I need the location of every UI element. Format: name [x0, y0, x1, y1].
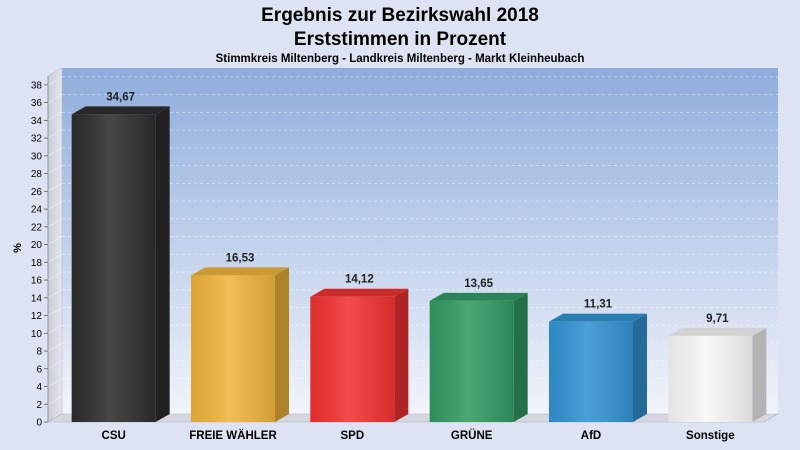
chart-title: Ergebnis zur Bezirkswahl 2018 [261, 5, 539, 26]
x-tick-label: FREIE WÄHLER [189, 429, 277, 442]
data-label: 16,53 [226, 252, 255, 264]
bar-side [394, 288, 409, 422]
bar-highlight [71, 114, 156, 423]
gridline-side [47, 378, 63, 387]
bar-top [429, 292, 528, 301]
gridline-side [47, 236, 63, 245]
y-tick-label: 22 [31, 222, 43, 233]
bar-top [668, 327, 767, 336]
y-tick-label: 16 [31, 276, 43, 287]
x-tick-label: GRÜNE [451, 429, 493, 442]
gridline-side [47, 183, 63, 192]
bar-side [275, 267, 289, 422]
x-tick-label: AfD [581, 430, 601, 442]
y-tick-label: 14 [31, 293, 43, 304]
gridline-side [47, 165, 63, 174]
bar-highlight [310, 296, 395, 422]
y-tick-label: 2 [36, 400, 42, 411]
y-tick-label: 18 [31, 258, 43, 269]
gridline-side [47, 147, 63, 157]
chart-subtitle: Stimmkreis Miltenberg - Landkreis Milten… [215, 53, 585, 65]
data-label: 34,67 [106, 91, 135, 103]
y-tick-label: 26 [31, 187, 43, 198]
bar-top [310, 288, 409, 297]
gridline-side [47, 271, 63, 281]
chart-title-line-2: Erststimmen in Prozent [293, 29, 507, 50]
y-tick-label: 8 [36, 347, 42, 358]
y-tick-label: 4 [36, 382, 42, 393]
gridline-side [47, 76, 63, 86]
y-tick-label: 24 [31, 205, 43, 216]
data-label: 11,31 [584, 299, 613, 311]
gridline-side [47, 307, 63, 316]
y-tick-label: 28 [31, 169, 43, 180]
bar-top [549, 313, 647, 322]
gridline-side [47, 94, 63, 103]
gridline-side [47, 200, 63, 210]
x-tick-label: CSU [102, 430, 126, 442]
bar-side [155, 106, 170, 423]
bar-side [513, 292, 528, 422]
gridline-side [47, 112, 63, 121]
y-tick-label: 12 [31, 311, 43, 322]
y-tick-label: 38 [31, 80, 43, 91]
y-tick-label: 36 [31, 98, 43, 109]
x-tick-label: SPD [341, 430, 365, 442]
data-label: 9,71 [706, 313, 729, 325]
y-tick-label: 30 [31, 151, 43, 162]
bar-side [633, 313, 647, 422]
gridline-side [47, 342, 63, 352]
plot-back-wall [62, 68, 778, 414]
data-label: 13,65 [464, 278, 493, 290]
y-axis-label: % [12, 243, 24, 253]
bar-highlight [668, 335, 753, 422]
gridline-side [47, 395, 63, 405]
bar-highlight [191, 275, 275, 422]
y-tick-label: 34 [31, 116, 43, 127]
gridline-side [47, 289, 63, 299]
y-tick-label: 10 [31, 329, 43, 340]
data-label: 14,12 [345, 274, 374, 286]
bar-top [191, 267, 289, 276]
gridline-side [47, 360, 63, 370]
gridline-side [47, 129, 63, 139]
y-tick-label: 32 [31, 134, 43, 145]
gridline-side [47, 325, 63, 334]
gridline-side [47, 218, 63, 228]
bar-highlight [549, 321, 633, 422]
y-tick-label: 20 [31, 240, 43, 251]
plot-side-wall [47, 67, 63, 423]
gridline-side [47, 254, 63, 263]
x-tick-label: Sonstige [686, 430, 735, 442]
y-tick-label: 6 [36, 364, 42, 375]
bar-highlight [429, 300, 514, 422]
bar-top [71, 106, 170, 115]
y-tick-label: 0 [36, 418, 42, 429]
bar-side [752, 327, 767, 422]
